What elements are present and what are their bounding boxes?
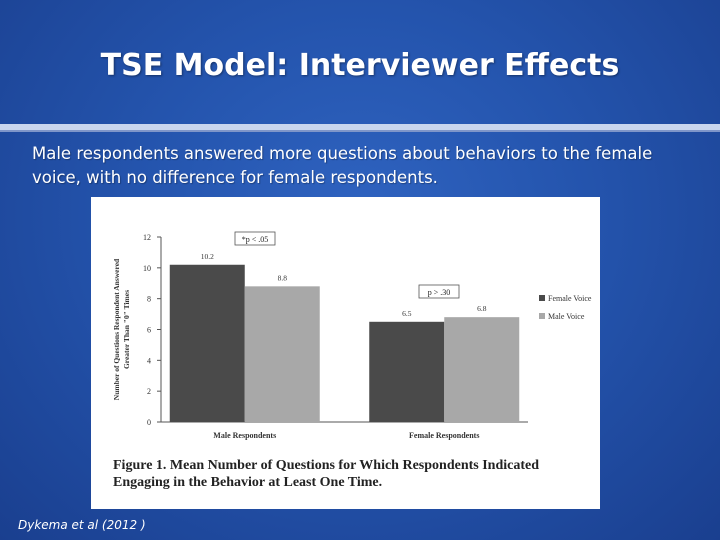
bar-male-voice-0 [244, 286, 320, 422]
y-axis-title: Number of Questions Respondent AnsweredG… [112, 258, 131, 400]
data-label: 8.8 [278, 273, 288, 282]
title-divider [0, 124, 720, 132]
citation: Dykema et al (2012 ) [18, 518, 146, 532]
annotation-box [234, 231, 276, 246]
annotation-text: p > .30 [428, 288, 451, 297]
bar-chart: 0 2 4 6 8 10 12 Number of Questions Respondent … [112, 231, 592, 440]
data-label: 6.8 [477, 304, 487, 313]
bar-female-voice-0 [169, 264, 245, 422]
y-tick-label: 0 [147, 418, 151, 427]
x-tick-label: Female Respondents [409, 431, 479, 440]
legend-swatch [539, 313, 545, 319]
annotation-box [418, 284, 460, 299]
legend-swatch [539, 295, 545, 301]
annotation-text: *p < .05 [242, 235, 269, 244]
bar-male-voice-1 [444, 317, 520, 422]
chart-figure: 0 2 4 6 8 10 12 Number of Questions Respondent … [91, 197, 600, 509]
bar-female-voice-1 [369, 321, 445, 422]
y-tick-label: 8 [147, 295, 151, 304]
legend-label: Male Voice [548, 312, 585, 321]
y-tick-label: 4 [147, 356, 151, 365]
y-tick-label: 2 [147, 387, 151, 396]
data-label: 6.5 [402, 309, 412, 318]
figure-caption: Figure 1. Mean Number of Questions for W… [113, 458, 539, 490]
y-tick-label: 12 [143, 233, 151, 242]
slide-subtitle: Male respondents answered more questions… [32, 144, 653, 187]
data-label: 10.2 [201, 252, 214, 261]
y-tick-label: 6 [147, 326, 151, 335]
slide-title: TSE Model: Interviewer Effects [100, 48, 620, 83]
y-tick-label: 10 [143, 264, 151, 273]
x-tick-label: Male Respondents [213, 431, 276, 440]
legend-label: Female Voice [548, 294, 592, 303]
